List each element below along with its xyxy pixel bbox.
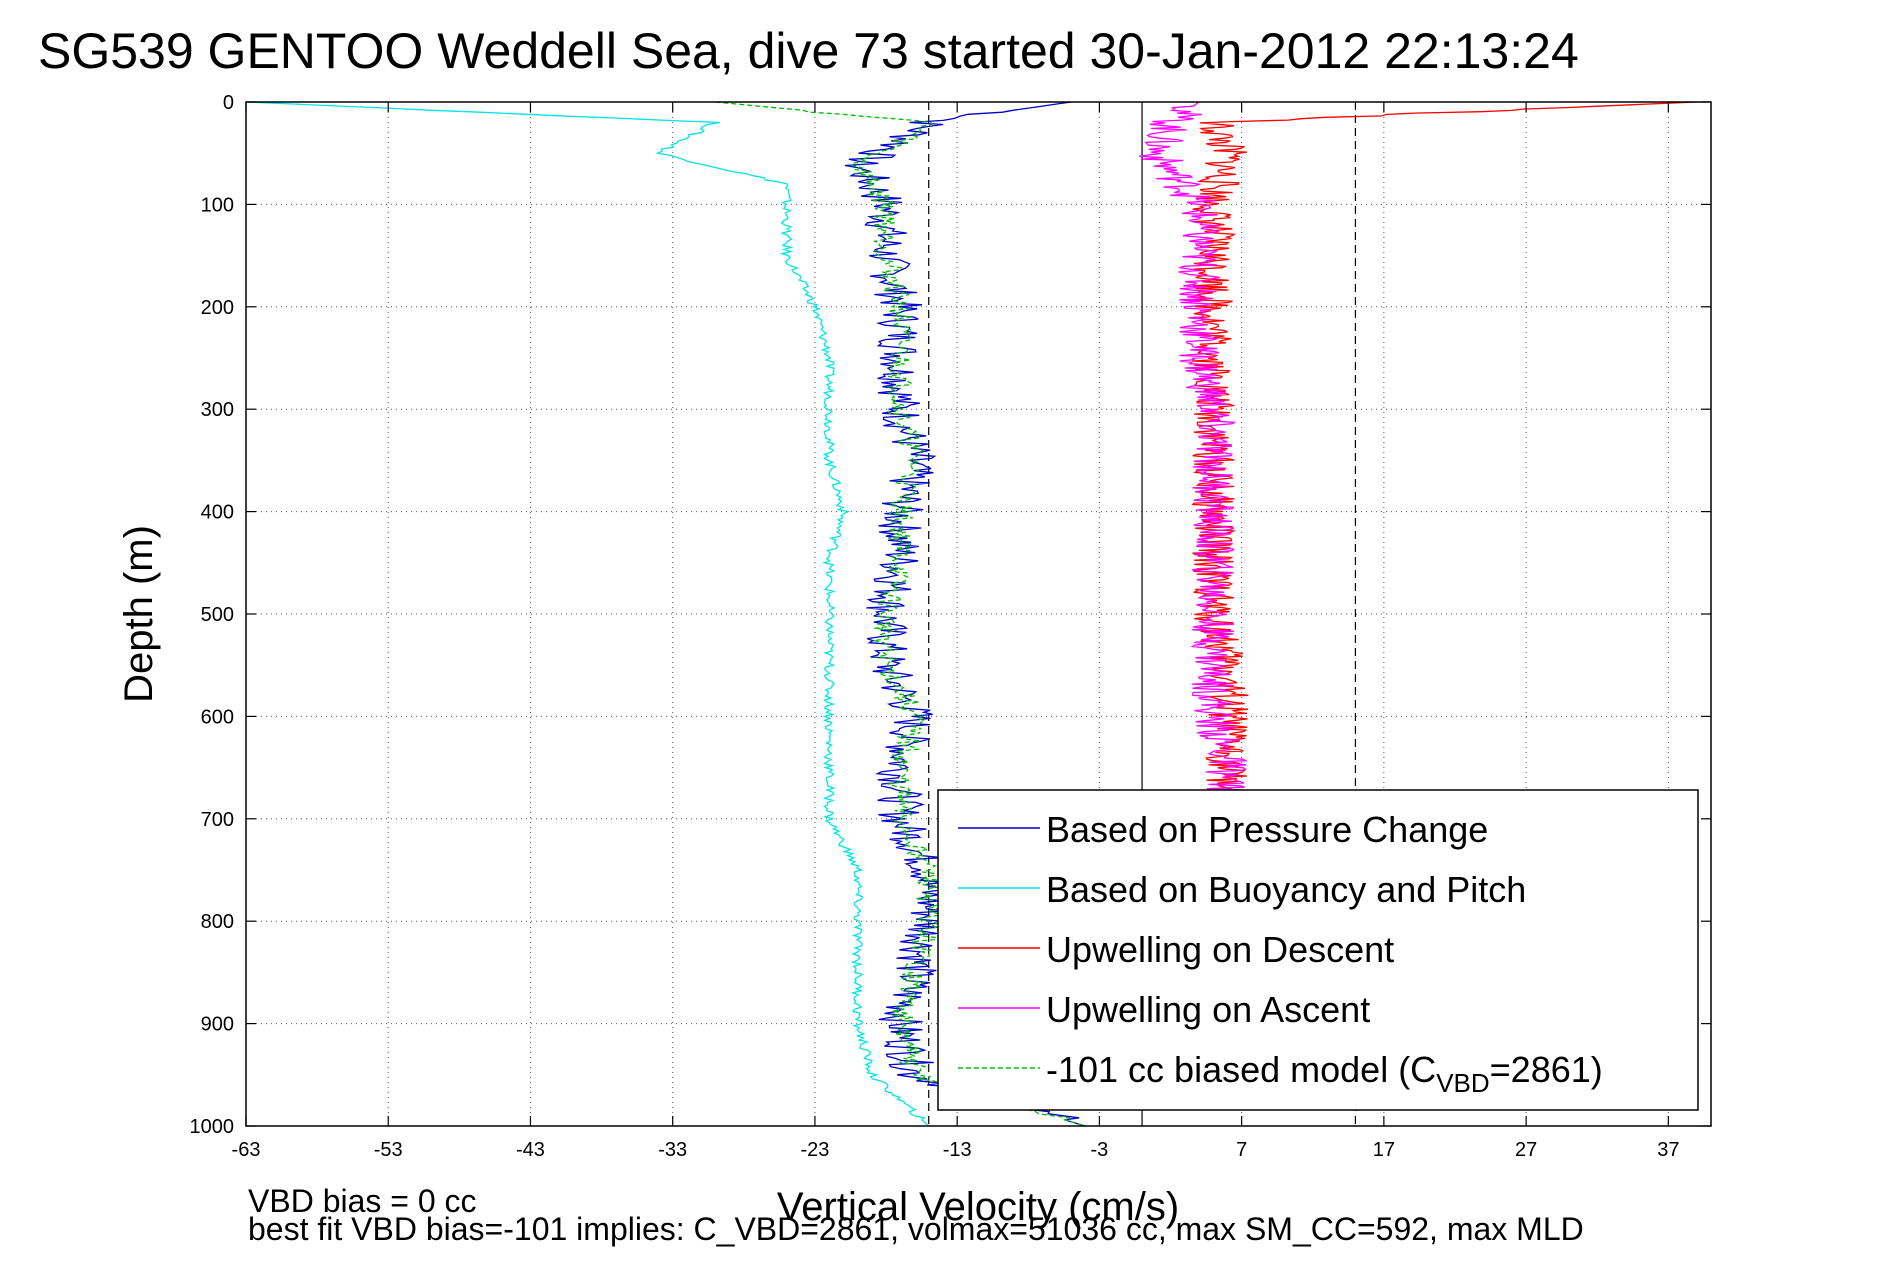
y-tick-label: 200 [201,297,234,319]
x-tick-label: -63 [232,1139,261,1161]
y-axis-label: Depth (m) [117,525,161,703]
legend: Based on Pressure Change Based on Buoyanc… [937,789,1699,1111]
x-tick-label: -43 [516,1139,545,1161]
x-tick-label: 17 [1373,1139,1395,1161]
legend-label: Upwelling on Descent [1046,929,1394,970]
x-axis-ticks: -63 -53 -43 -33 -23 -13 -3 7 17 27 37 [232,102,1679,1161]
y-tick-label: 800 [201,911,234,933]
y-axis-ticks: 0 100 200 300 400 500 600 700 800 900 1000 [190,92,1711,1138]
y-tick-label: 100 [201,194,234,216]
legend-label: Based on Buoyancy and Pitch [1046,869,1526,910]
series-group [245,101,1697,1127]
annotation-vbd-bias: VBD bias = 0 cc [248,1183,477,1219]
legend-label: -101 cc biased model (CVBD=2861) [1046,1049,1603,1098]
y-tick-label: 500 [201,604,234,626]
series-line-0 [844,101,1086,1127]
y-tick-label: 700 [201,809,234,831]
x-tick-label: -13 [943,1139,972,1161]
y-tick-label: 400 [201,502,234,524]
y-tick-label: 0 [223,92,234,114]
x-tick-label: 27 [1515,1139,1537,1161]
y-tick-label: 1000 [190,1116,235,1138]
y-tick-label: 300 [201,399,234,421]
x-tick-label: 37 [1657,1139,1679,1161]
series-line-4 [715,101,1086,1127]
legend-label: Upwelling on Ascent [1046,989,1370,1030]
series-line-1 [245,101,930,1127]
x-tick-label: 7 [1236,1139,1247,1161]
series-line-3 [1139,101,1248,799]
legend-box [937,789,1699,1111]
annotation-best-fit: best fit VBD bias=-101 implies: C_VBD=28… [248,1211,1584,1247]
y-tick-label: 900 [201,1014,234,1036]
y-tick-label: 600 [201,706,234,728]
chart-title: SG539 GENTOO Weddell Sea, dive 73 starte… [38,23,1579,79]
x-tick-label: -23 [800,1139,829,1161]
series-line-2 [1191,101,1697,799]
x-tick-label: -53 [374,1139,403,1161]
x-tick-label: -33 [658,1139,687,1161]
x-tick-label: -3 [1090,1139,1108,1161]
legend-label: Based on Pressure Change [1046,809,1488,850]
x-axis-label: Vertical Velocity (cm/s) [777,1185,1179,1229]
